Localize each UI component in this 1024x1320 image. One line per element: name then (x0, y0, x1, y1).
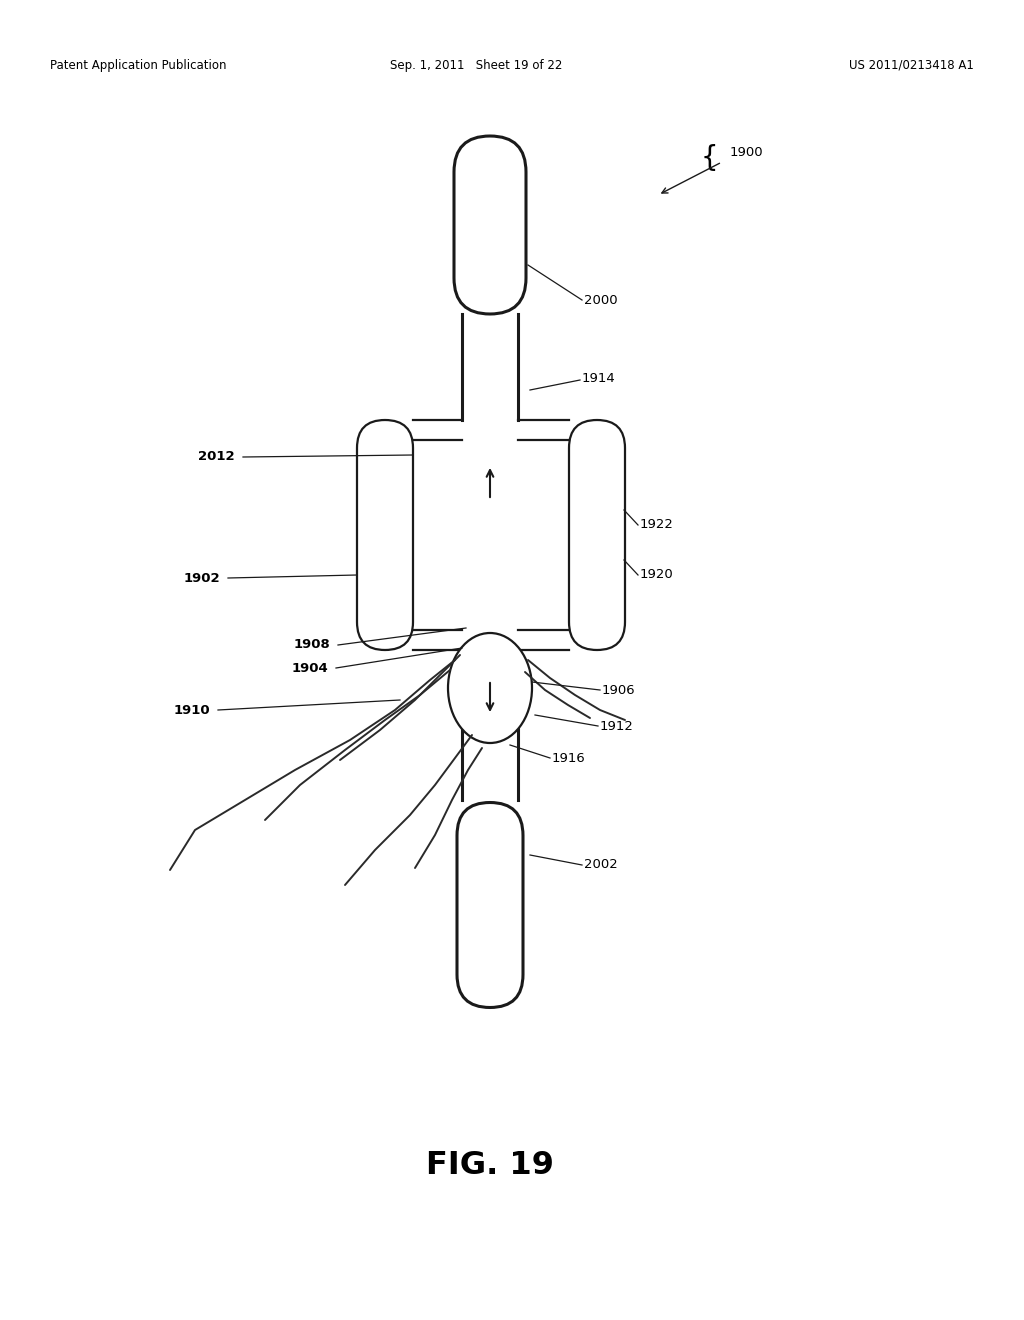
Text: 2000: 2000 (584, 293, 617, 306)
FancyBboxPatch shape (457, 803, 523, 1007)
Text: Patent Application Publication: Patent Application Publication (50, 58, 226, 71)
Ellipse shape (449, 634, 532, 743)
Text: 1902: 1902 (183, 572, 220, 585)
Text: {: { (700, 144, 718, 172)
Text: 1912: 1912 (600, 719, 634, 733)
Text: 1922: 1922 (640, 519, 674, 532)
Text: 1910: 1910 (173, 704, 210, 717)
Text: 1920: 1920 (640, 569, 674, 582)
Text: US 2011/0213418 A1: US 2011/0213418 A1 (849, 58, 974, 71)
Text: 2002: 2002 (584, 858, 617, 871)
Text: Sep. 1, 2011   Sheet 19 of 22: Sep. 1, 2011 Sheet 19 of 22 (390, 58, 562, 71)
Text: 1904: 1904 (291, 661, 328, 675)
Text: 1914: 1914 (582, 371, 615, 384)
FancyBboxPatch shape (569, 420, 625, 649)
Text: 1900: 1900 (730, 145, 764, 158)
Text: FIG. 19: FIG. 19 (426, 1150, 554, 1180)
Text: 2012: 2012 (199, 450, 234, 463)
FancyBboxPatch shape (454, 136, 526, 314)
Text: 1906: 1906 (602, 684, 636, 697)
Text: 1916: 1916 (552, 751, 586, 764)
FancyBboxPatch shape (357, 420, 413, 649)
Text: 1908: 1908 (293, 639, 330, 652)
